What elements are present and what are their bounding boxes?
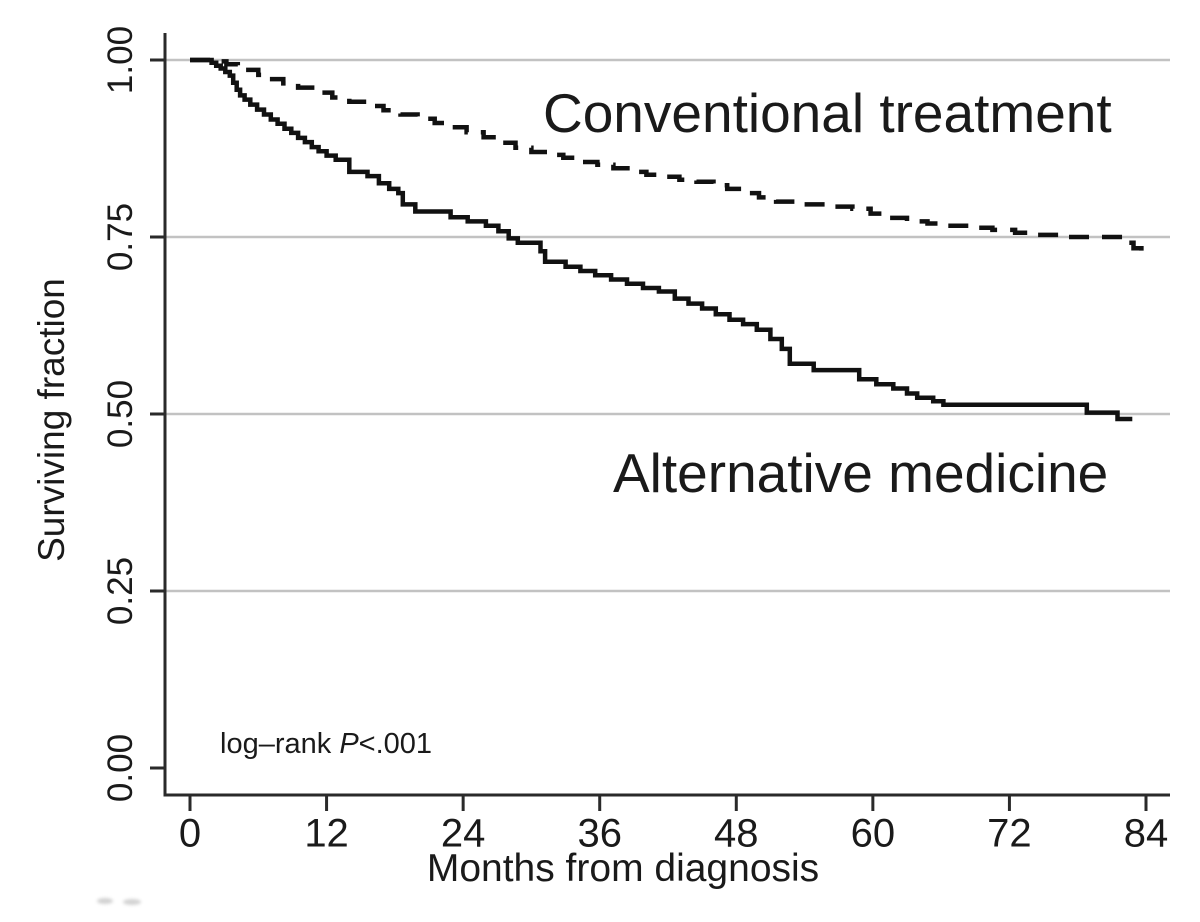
artifact-smudge [123,899,141,905]
y-tick-label-0.00: 0.00 [101,733,140,803]
conventional-treatment-curve [190,57,1146,255]
x-tick-label-24: 24 [440,811,486,856]
y-tick-label-0.25: 0.25 [101,556,140,626]
y-axis-title: Surviving fraction [31,278,72,562]
alternative-medicine-curve [190,57,1133,422]
logrank-p-symbol: P [339,728,359,760]
x-tick-label-0: 0 [178,811,202,856]
alternative-medicine-series-label: Alternative medicine [613,442,1109,504]
axes [150,33,1170,811]
gridlines [165,58,1170,593]
logrank-value: <.001 [358,728,433,760]
x-tick-label-60: 60 [850,811,896,856]
x-tick-label-36: 36 [577,811,622,856]
x-tick-label-84: 84 [1123,811,1169,856]
conventional-treatment-series-label: Conventional treatment [543,82,1112,144]
survival-curves [190,57,1146,422]
x-axis-title: Months from diagnosis [426,847,820,890]
y-tick-label-0.50: 0.50 [101,379,140,449]
logrank-annotation: log–rank P<.001 [220,728,432,761]
x-tick-label-12: 12 [304,811,349,856]
x-tick-label-72: 72 [987,811,1032,856]
artifact-smudge [97,898,113,904]
y-tick-label-1.00: 1.00 [101,25,140,95]
x-tick-label-48: 48 [714,811,759,856]
y-tick-label-0.75: 0.75 [101,202,140,272]
logrank-prefix: log–rank [220,728,340,760]
